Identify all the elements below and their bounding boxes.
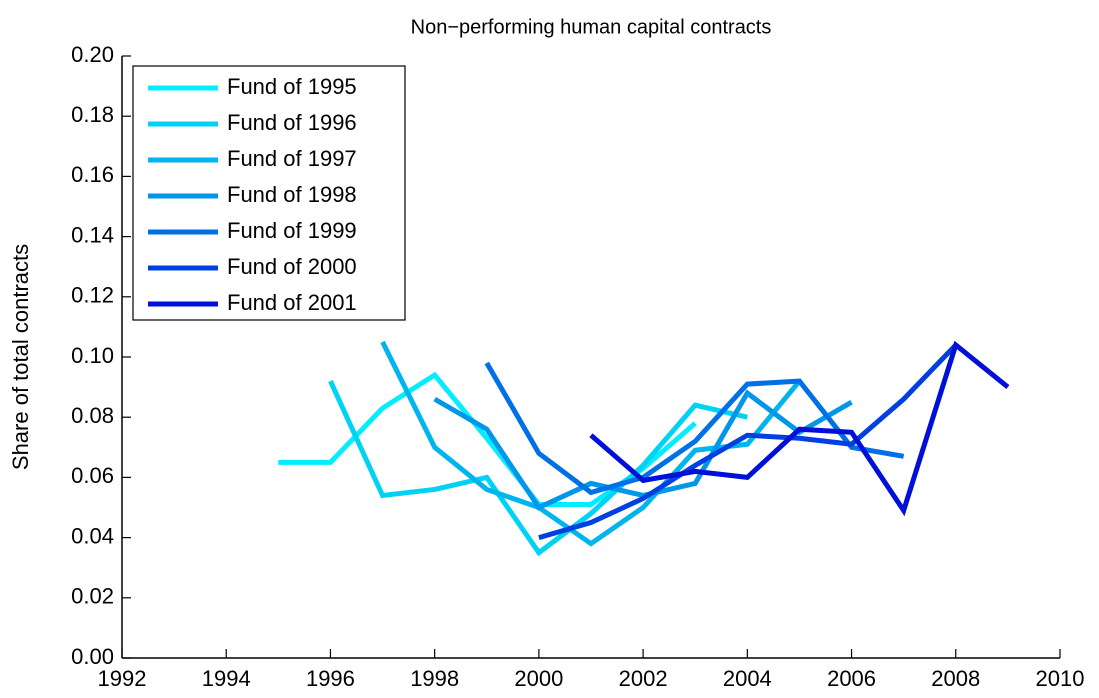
y-tick-label: 0.12 [71,283,114,308]
y-axis-label: Share of total contracts [8,244,33,470]
series-line [484,361,905,496]
x-tick-label: 1992 [98,666,147,691]
legend-label: Fund of 1998 [227,182,357,207]
x-tick-label: 2004 [723,666,772,691]
x-tick-label: 2008 [931,666,980,691]
legend-label: Fund of 1997 [227,146,357,171]
legend-box [132,65,406,321]
legend-label: Fund of 1996 [227,110,357,135]
series-line [328,380,748,557]
y-tick-label: 0.02 [71,584,114,609]
y-tick-label: 0.18 [71,102,114,127]
y-tick-label: 0.14 [71,222,114,247]
legend-label: Fund of 1995 [227,74,357,99]
x-tick-label: 2006 [827,666,876,691]
series-line [433,389,853,511]
x-tick-label: 2000 [514,666,563,691]
x-tick-label: 1996 [306,666,355,691]
legend-label: Fund of 1999 [227,218,357,243]
x-tick-label: 1998 [410,666,459,691]
y-tick-label: 0.20 [71,42,114,67]
series-line [589,340,1010,517]
y-tick-label: 0.10 [71,343,114,368]
series-line [538,343,958,541]
y-tick-label: 0.08 [71,403,114,428]
y-tick-label: 0.06 [71,463,114,488]
y-tick-label: 0.16 [71,162,114,187]
legend-label: Fund of 2000 [227,254,357,279]
legend-label: Fund of 2001 [227,290,357,315]
chart-title: Non−performing human capital contracts [411,16,772,38]
y-tick-label: 0.00 [71,644,114,669]
series-line [278,371,697,507]
y-tick-label: 0.04 [71,523,114,548]
x-tick-label: 1994 [202,666,251,691]
x-tick-label: 2002 [619,666,668,691]
x-tick-label: 2010 [1036,666,1085,691]
